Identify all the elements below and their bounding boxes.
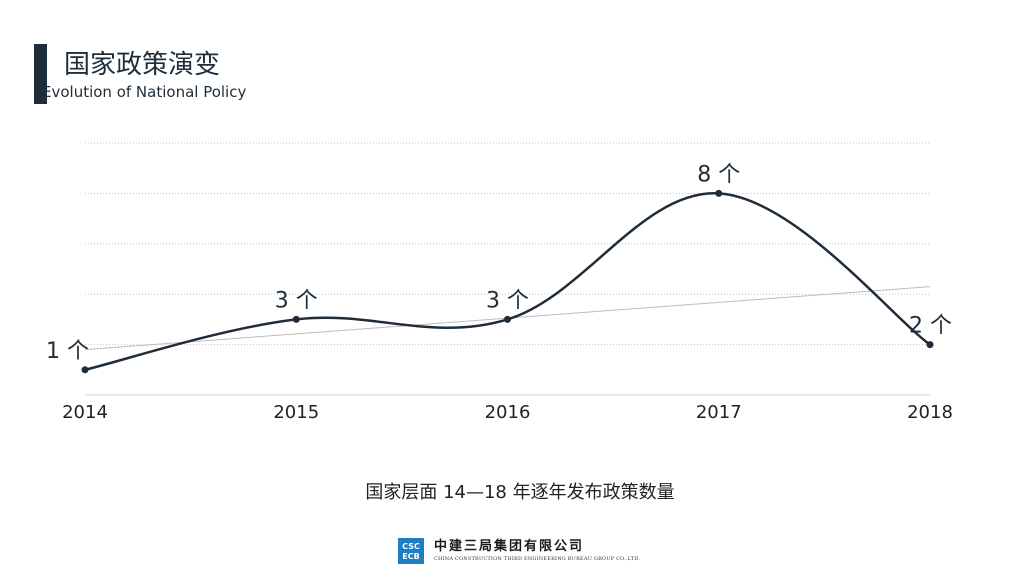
data-label: 3 个 bbox=[275, 288, 318, 313]
svg-text:CSC: CSC bbox=[402, 542, 420, 551]
data-point bbox=[81, 366, 89, 374]
data-point bbox=[504, 315, 511, 323]
chart-caption: 国家层面 14—18 年逐年发布政策数量 bbox=[365, 482, 675, 503]
data-point bbox=[292, 315, 300, 323]
data-label: 1 个 bbox=[46, 339, 89, 364]
company-name-en: CHINA CONSTRUCTION THIRD ENGINEERING BUR… bbox=[434, 556, 641, 562]
x-tick-label: 2014 bbox=[62, 402, 108, 423]
data-label: 3 个 bbox=[486, 288, 529, 313]
cscec-logo-icon: CSC ECB bbox=[398, 538, 424, 564]
data-point bbox=[715, 189, 723, 197]
company-logo: CSC ECB 中建三局集团有限公司 CHINA CONSTRUCTION TH… bbox=[398, 538, 640, 564]
x-tick-label: 2015 bbox=[273, 402, 319, 423]
x-tick-label: 2018 bbox=[907, 402, 953, 423]
title-accent-bar bbox=[34, 44, 47, 104]
data-label: 8 个 bbox=[697, 162, 740, 187]
company-name-cn: 中建三局集团有限公司 bbox=[434, 539, 585, 554]
page-subtitle: Evolution of National Policy bbox=[42, 83, 247, 101]
data-point bbox=[926, 341, 934, 349]
series-line bbox=[84, 192, 931, 372]
x-tick-label: 2016 bbox=[485, 402, 531, 423]
svg-text:ECB: ECB bbox=[402, 552, 419, 561]
data-label: 2 个 bbox=[909, 314, 952, 339]
policy-line-chart: 1 个 3 个 3 个 8 个 2 个 2014 2015 2016 2017 2018 bbox=[46, 142, 953, 423]
x-tick-label: 2017 bbox=[696, 402, 742, 423]
page-title: 国家政策演变 bbox=[64, 50, 221, 80]
